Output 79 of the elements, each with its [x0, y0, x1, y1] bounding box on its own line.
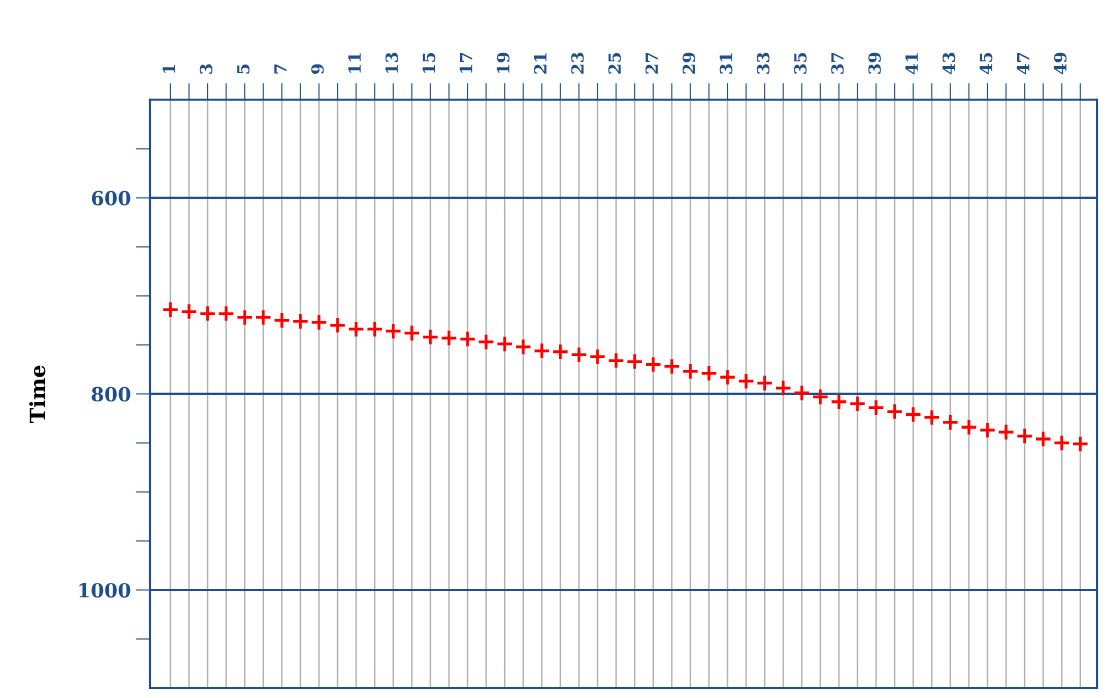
- point: [904, 405, 922, 424]
- y-tick-label: 600: [91, 190, 131, 206]
- point: [718, 368, 737, 386]
- point: [477, 333, 495, 351]
- point: [978, 421, 997, 439]
- x-tick-label: 41: [905, 53, 918, 75]
- point: [644, 355, 662, 374]
- point: [384, 322, 402, 340]
- x-tick-label: 17: [459, 53, 473, 73]
- point: [440, 329, 458, 347]
- point: [1053, 434, 1071, 452]
- point: [254, 308, 272, 327]
- point: [960, 418, 978, 436]
- point: [161, 300, 180, 319]
- point: [291, 312, 310, 331]
- point: [514, 338, 532, 356]
- point: [774, 379, 792, 397]
- x-tick-label: 35: [794, 52, 807, 74]
- point: [198, 304, 217, 323]
- x-tick-label: 31: [719, 53, 733, 74]
- y-axis-title: Time: [29, 365, 46, 424]
- x-tick-label: 49: [1053, 52, 1067, 75]
- point: [551, 343, 570, 361]
- point: [663, 357, 681, 376]
- x-tick-label: 5: [237, 64, 250, 74]
- x-tick-label: 27: [645, 53, 658, 74]
- x-tick-label: 1: [162, 64, 176, 73]
- point: [496, 335, 514, 353]
- x-tick-label: 21: [534, 53, 547, 74]
- x-tick-label: 25: [608, 52, 621, 74]
- point: [403, 324, 421, 342]
- point: [885, 402, 904, 421]
- x-tick-label: 7: [274, 64, 287, 74]
- x-tick-label: 13: [385, 52, 399, 73]
- x-tick-label: 29: [682, 52, 696, 74]
- point: [1071, 435, 1089, 453]
- point: [941, 413, 960, 432]
- point: [421, 328, 440, 346]
- point: [533, 342, 551, 360]
- point: [793, 384, 811, 402]
- point: [848, 395, 867, 413]
- x-tick-label: 11: [348, 53, 361, 73]
- point: [997, 423, 1015, 441]
- point: [625, 352, 644, 371]
- point: [1015, 427, 1034, 445]
- point: [755, 374, 774, 392]
- point: [737, 372, 755, 390]
- x-tick-label: 37: [831, 53, 844, 74]
- point: [328, 316, 347, 334]
- point: [366, 320, 384, 338]
- point: [923, 408, 941, 427]
- point: [347, 320, 365, 338]
- x-tick-label: 43: [942, 52, 956, 75]
- point: [180, 302, 198, 321]
- point: [700, 364, 718, 382]
- point: [607, 351, 625, 370]
- y-tick-label: 1000: [79, 582, 131, 598]
- point: [310, 313, 328, 332]
- point: [867, 398, 885, 417]
- point: [830, 393, 848, 411]
- x-tick-label: 39: [868, 52, 881, 74]
- point: [1034, 430, 1052, 448]
- x-tick-label: 19: [496, 52, 510, 73]
- point: [236, 308, 254, 327]
- point: [811, 388, 830, 406]
- x-tick-label: 9: [311, 64, 324, 74]
- y-tick-label: 800: [91, 386, 131, 402]
- point: [217, 304, 235, 323]
- point: [588, 347, 607, 366]
- x-tick-label: 45: [979, 52, 993, 75]
- x-tick-label: 47: [1016, 53, 1030, 75]
- x-tick-label: 23: [571, 52, 584, 74]
- x-tick-label: 33: [756, 52, 770, 74]
- x-tick-label: 3: [199, 64, 213, 74]
- x-tick-label: 15: [422, 52, 436, 73]
- point: [458, 330, 477, 348]
- point: [681, 362, 700, 381]
- point: [570, 346, 588, 364]
- point: [273, 311, 291, 330]
